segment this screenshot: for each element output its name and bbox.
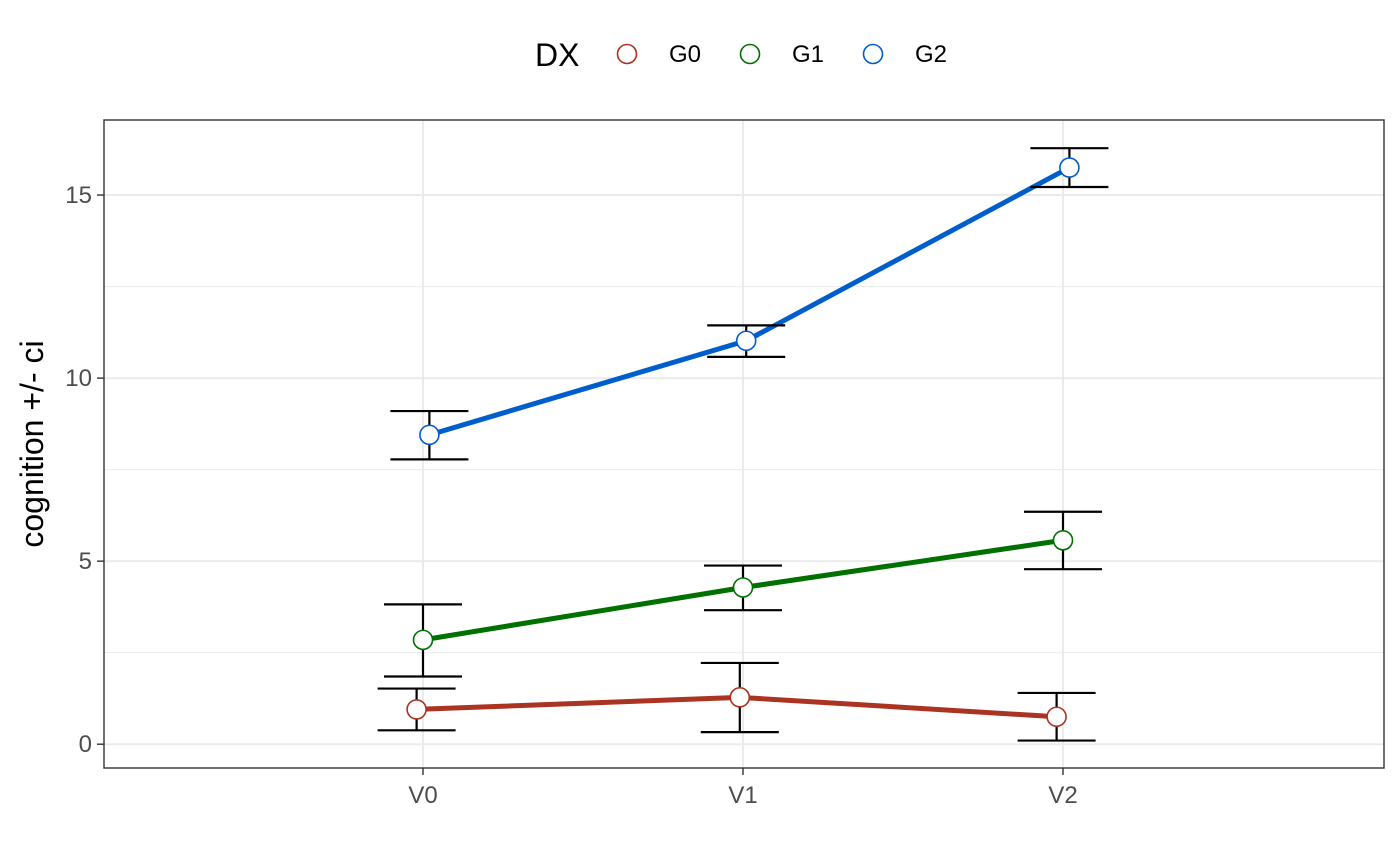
legend-title: DX (535, 37, 579, 73)
data-point-g1 (412, 629, 434, 651)
x-tick-label: V1 (728, 782, 757, 809)
panel-border (103, 119, 1385, 769)
legend-key-g0 (616, 43, 638, 65)
legend: DX G0 G1 G2 (535, 37, 947, 73)
legend-key-g2 (862, 43, 884, 65)
y-tick-label: 5 (79, 548, 92, 575)
data-point-g2 (1059, 157, 1080, 178)
x-tick-label: V2 (1048, 782, 1077, 809)
data-point-g1 (1052, 529, 1074, 551)
x-tick-label: V0 (408, 782, 437, 809)
data-point-g2 (735, 330, 757, 352)
legend-key-g1 (739, 43, 761, 65)
data-point-g2 (419, 424, 440, 446)
data-point-g1 (732, 577, 754, 598)
series-line-g2 (428, 165, 1071, 438)
legend-label-g1: G1 (792, 41, 824, 68)
plot-panel (103, 119, 1385, 769)
y-tick-label: 10 (65, 365, 92, 392)
points (406, 157, 1080, 728)
legend-label-g2: G2 (915, 41, 947, 68)
y-tick-label: 0 (79, 731, 92, 758)
x-axis: V0 V1 V2 (408, 768, 1078, 809)
y-axis: 0 5 10 15 (65, 182, 104, 758)
data-point-g0 (1046, 706, 1067, 728)
y-tick-label: 15 (65, 182, 92, 209)
data-point-g0 (729, 687, 751, 708)
legend-label-g0: G0 (669, 41, 701, 68)
y-axis-title: cognition +/- ci (14, 340, 50, 547)
grid-major (104, 120, 1384, 768)
error-bars (377, 147, 1109, 742)
data-point-g0 (406, 699, 427, 720)
